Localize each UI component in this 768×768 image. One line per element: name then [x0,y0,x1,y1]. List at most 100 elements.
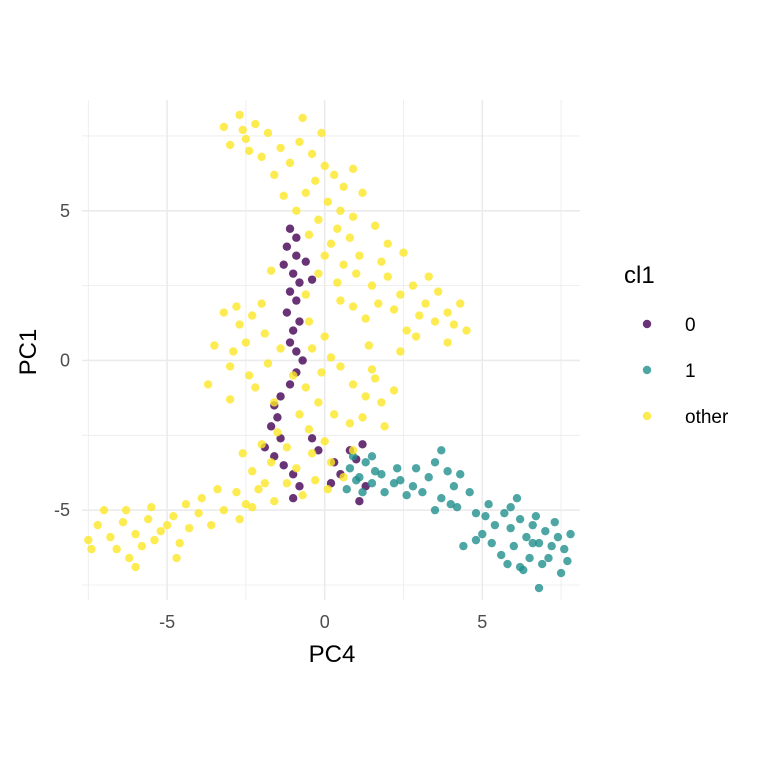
data-point [389,479,399,488]
plot-points [84,110,575,593]
data-point [411,464,421,473]
data-point [285,380,295,389]
data-point [270,170,279,180]
data-point [566,529,575,539]
data-point [519,565,528,575]
data-point [317,368,326,377]
data-point [396,476,405,485]
data-point [251,383,260,392]
data-point [358,488,367,497]
data-point [143,514,153,524]
data-point [279,191,288,201]
data-point [156,526,165,536]
data-point [418,488,427,497]
data-point [348,452,358,461]
y-axis-title: PC1 [15,329,42,376]
data-point [276,143,285,153]
data-point [465,488,474,497]
data-point [298,491,307,500]
data-point [471,535,481,545]
data-point [355,251,364,260]
data-point [342,485,351,494]
data-point [525,553,534,563]
data-point [383,272,392,281]
data-point [288,269,298,278]
data-point [443,308,452,317]
data-point [503,559,512,569]
data-point [295,137,304,147]
data-point [336,206,345,215]
data-point [248,311,257,320]
data-point [402,491,411,500]
data-point [377,470,386,479]
data-point [241,499,251,509]
data-point [399,248,408,257]
data-point [172,553,181,563]
data-point [181,499,191,509]
data-point [248,502,257,512]
data-point [292,251,301,260]
data-point [367,281,377,290]
data-point [355,496,364,506]
data-point [437,494,446,503]
data-point [248,467,257,476]
data-point [260,329,270,338]
data-point [352,269,361,278]
data-point [329,170,339,180]
data-point [131,529,140,539]
data-point [456,470,465,479]
legend-key-0 [642,319,652,329]
legend-key-1 [642,365,652,375]
data-point [314,398,323,407]
data-point [326,353,336,362]
data-point [320,332,329,341]
data-point [301,290,310,299]
data-point [257,440,266,449]
data-point [147,502,156,512]
data-point [270,496,279,506]
data-point [534,538,544,548]
data-point [506,502,515,512]
series-other [84,110,471,572]
data-point [449,320,459,329]
data-point [484,499,493,509]
legend: cl1 0 1 other [624,262,729,428]
data-point [364,341,374,350]
data-point [430,317,440,326]
y-tick-label: 5 [60,201,70,221]
data-point [547,541,556,551]
data-point [295,482,304,491]
data-point [279,461,288,470]
data-point [459,541,468,551]
data-point [563,556,572,566]
grid [82,100,580,600]
data-point [87,544,96,554]
data-point [251,119,260,129]
series-0 [260,224,370,506]
data-point [235,514,244,524]
data-point [307,149,317,159]
data-point [257,152,266,162]
data-point [361,392,370,401]
data-point [361,314,370,323]
data-point [241,134,251,144]
data-point [106,532,115,542]
data-point [162,520,172,530]
y-tick-label: -5 [54,500,70,520]
data-point [207,520,216,530]
data-point [260,479,270,488]
data-point [317,128,326,138]
data-point [292,233,301,242]
data-point [276,392,285,401]
data-point [415,311,424,320]
data-point [263,128,273,138]
data-point [443,467,452,476]
data-point [203,380,213,389]
data-point [282,308,292,317]
data-point [424,272,433,281]
data-point [336,296,345,305]
data-point [288,371,298,380]
data-point [137,541,147,551]
data-point [307,434,317,443]
